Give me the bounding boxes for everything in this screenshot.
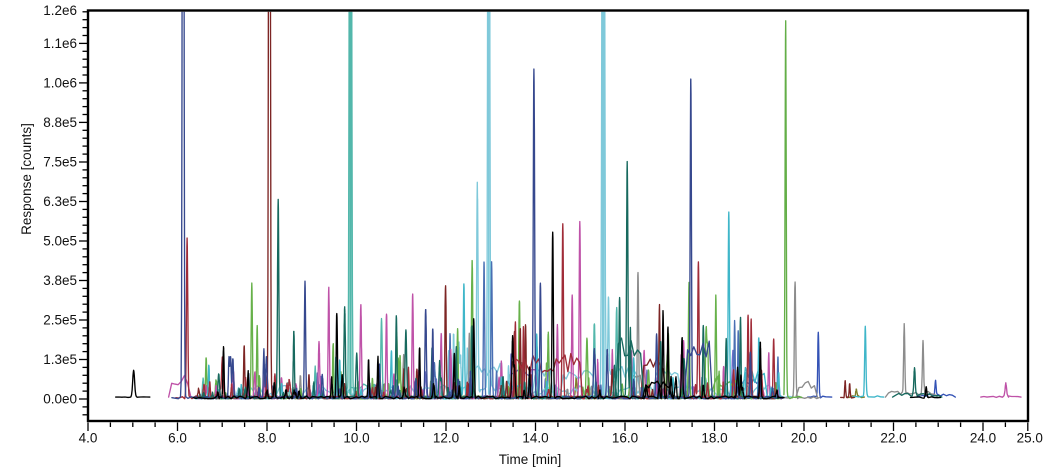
svg-text:22.0: 22.0 — [880, 431, 906, 446]
svg-text:1.1e6: 1.1e6 — [43, 36, 77, 51]
svg-text:3.8e5: 3.8e5 — [43, 273, 77, 288]
svg-text:12.0: 12.0 — [433, 431, 459, 446]
svg-text:4.0: 4.0 — [79, 431, 98, 446]
svg-text:6.3e5: 6.3e5 — [43, 194, 77, 209]
svg-text:10.0: 10.0 — [343, 431, 369, 446]
svg-text:20.0: 20.0 — [791, 431, 817, 446]
svg-text:16.0: 16.0 — [612, 431, 638, 446]
svg-text:5.0e5: 5.0e5 — [43, 234, 77, 249]
svg-text:Response [counts]: Response [counts] — [19, 123, 34, 235]
svg-text:8.0: 8.0 — [258, 431, 277, 446]
svg-text:18.0: 18.0 — [701, 431, 727, 446]
svg-text:1.0e6: 1.0e6 — [43, 75, 77, 90]
svg-text:1.3e5: 1.3e5 — [43, 352, 77, 367]
svg-text:Time [min]: Time [min] — [499, 452, 562, 467]
svg-text:25.0: 25.0 — [1017, 431, 1043, 446]
svg-text:2.5e5: 2.5e5 — [43, 313, 77, 328]
svg-text:8.8e5: 8.8e5 — [43, 115, 77, 130]
svg-text:7.5e5: 7.5e5 — [43, 155, 77, 170]
svg-text:1.2e6: 1.2e6 — [43, 3, 77, 18]
svg-text:0.0e0: 0.0e0 — [43, 392, 77, 407]
svg-text:6.0: 6.0 — [168, 431, 187, 446]
svg-text:24.0: 24.0 — [970, 431, 996, 446]
svg-text:14.0: 14.0 — [522, 431, 548, 446]
